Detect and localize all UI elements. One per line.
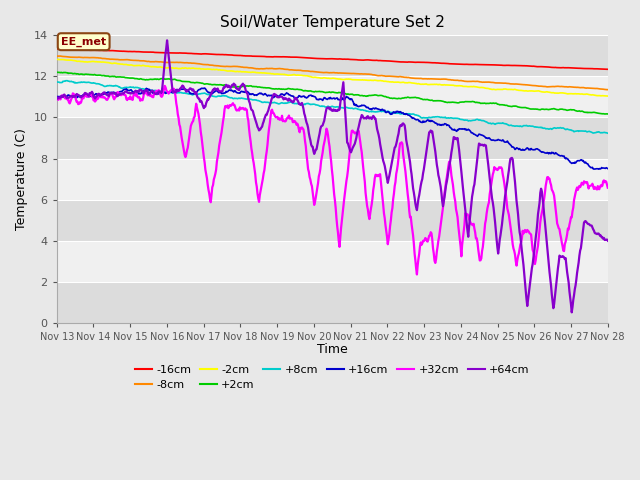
Bar	[57, 36, 608, 76]
X-axis label: Time: Time	[317, 343, 348, 356]
Legend: -16cm, -8cm, -2cm, +2cm, +8cm, +16cm, +32cm, +64cm: -16cm, -8cm, -2cm, +2cm, +8cm, +16cm, +3…	[131, 360, 534, 395]
Text: EE_met: EE_met	[61, 36, 106, 47]
Title: Soil/Water Temperature Set 2: Soil/Water Temperature Set 2	[220, 15, 445, 30]
Bar	[57, 200, 608, 240]
Bar	[57, 118, 608, 158]
Y-axis label: Temperature (C): Temperature (C)	[15, 128, 28, 230]
Bar	[57, 282, 608, 323]
